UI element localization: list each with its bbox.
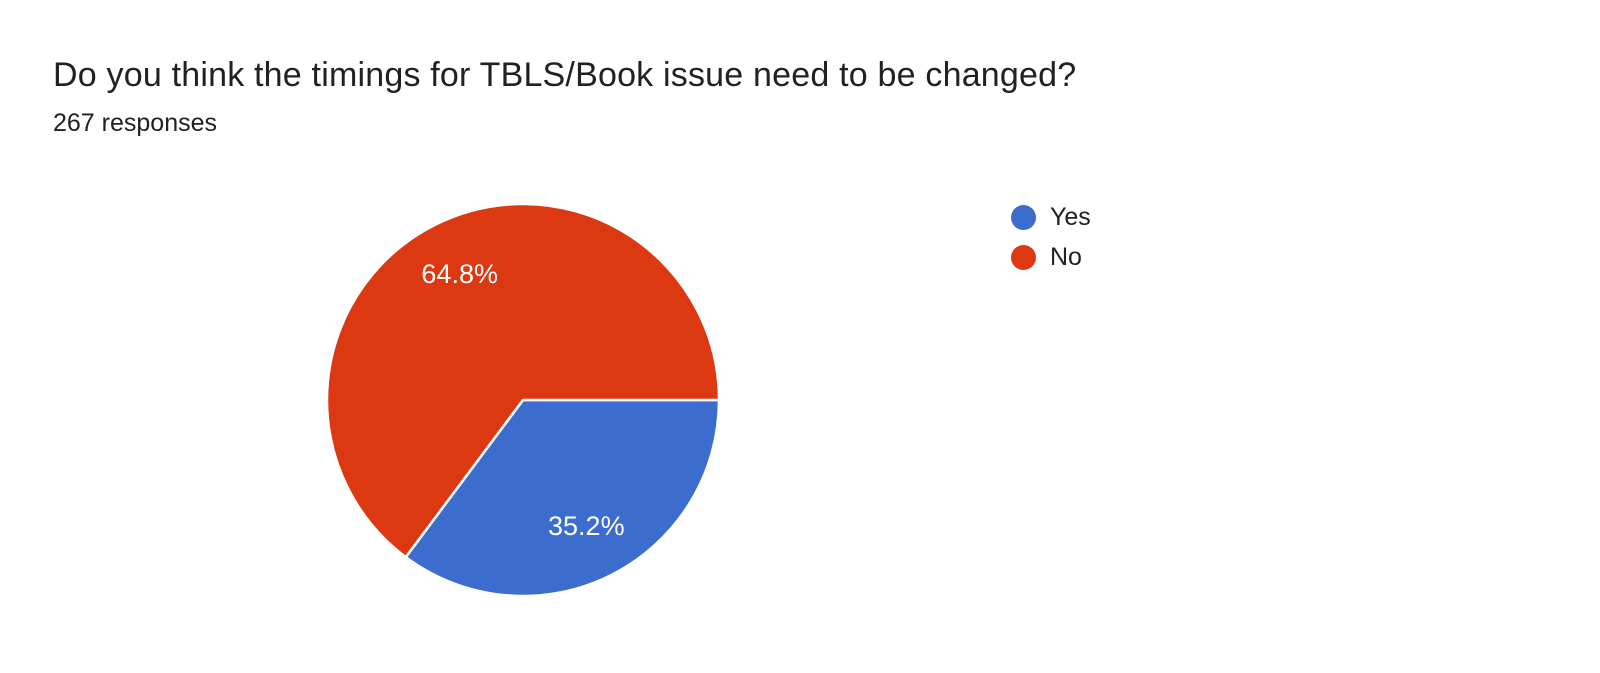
legend-swatch-icon	[1011, 245, 1036, 270]
responses-count: 267 responses	[53, 109, 218, 137]
pie-labels: 35.2% 64.8%	[421, 259, 624, 541]
pie-chart: 35.2% 64.8%	[325, 202, 721, 598]
legend-swatch-icon	[1011, 205, 1036, 230]
chart-title: Do you think the timings for TBLS/Book i…	[53, 56, 1077, 94]
pie-slice-percentage-no: 64.8%	[421, 259, 498, 289]
legend-item-yes: Yes	[1011, 205, 1091, 230]
chart-legend: Yes No	[1011, 205, 1091, 270]
pie-slice-percentage-yes: 35.2%	[548, 511, 625, 541]
pie-slices	[325, 202, 721, 598]
pie-slice-no[interactable]	[325, 202, 721, 559]
pie-slice-yes[interactable]	[404, 398, 721, 598]
legend-item-no: No	[1011, 245, 1091, 270]
legend-label: Yes	[1050, 203, 1091, 231]
legend-label: No	[1050, 243, 1082, 271]
